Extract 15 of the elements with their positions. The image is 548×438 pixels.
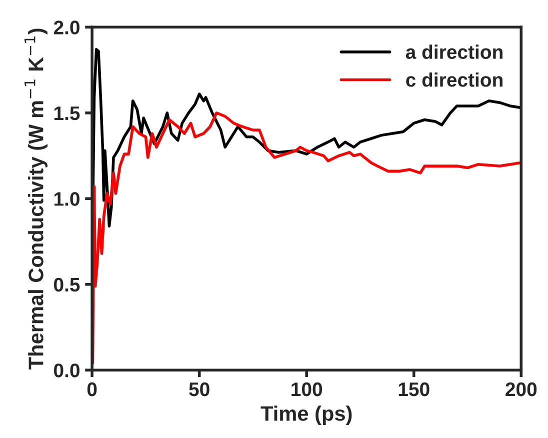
x-tick-label: 150: [398, 382, 430, 396]
y-tick-label: 0.5: [54, 278, 80, 292]
line-series: [92, 112, 522, 365]
x-tick-label: 0: [87, 382, 97, 396]
x-tick-label: 100: [292, 382, 322, 396]
legend-label: a direction: [406, 44, 502, 59]
x-axis-title: Time (ps): [260, 406, 352, 426]
x-tick-label: 50: [189, 382, 210, 396]
legend-label: c direction: [406, 72, 502, 87]
y-tick-label: 0.0: [54, 364, 80, 378]
y-tick-label: 1.5: [54, 106, 80, 120]
y-tick-label: 1.0: [54, 192, 80, 206]
x-tick-label: 200: [506, 382, 537, 396]
y-axis-title: Thermal Conductivity (W m$^{−1}$ K$^{−1}$): [24, 28, 48, 370]
y-tick-label: 2.0: [54, 20, 80, 34]
